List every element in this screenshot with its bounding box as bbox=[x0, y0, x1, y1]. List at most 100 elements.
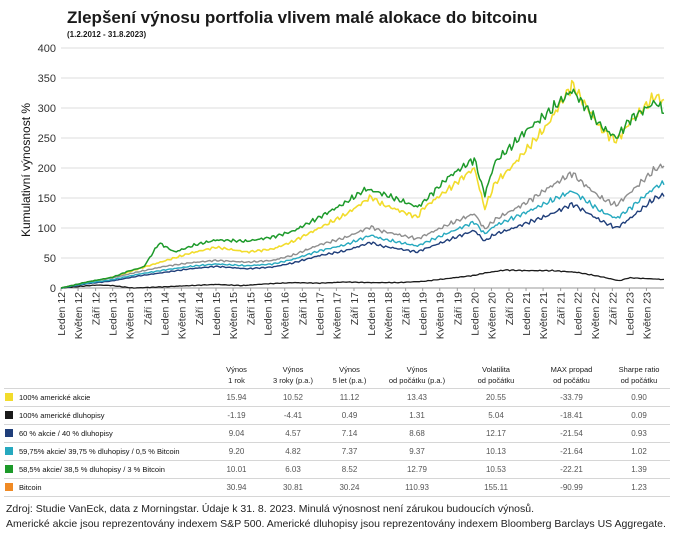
table-cell: 30.24 bbox=[322, 478, 377, 497]
column-header-line2: 1 rok bbox=[228, 376, 245, 385]
table-cell: 15.94 bbox=[209, 388, 264, 407]
table-cell: -33.79 bbox=[535, 388, 608, 407]
table-body: 100% americké akcie 15.94 10.52 11.12 13.43 2… bbox=[4, 388, 670, 497]
table-cell: 0.90 bbox=[608, 388, 670, 407]
column-header: Výnos 3 roky (p.a.) bbox=[264, 360, 322, 389]
table-cell: -18.41 bbox=[535, 406, 608, 425]
series-line-1 bbox=[60, 79, 665, 289]
table-cell: -4.41 bbox=[264, 406, 322, 425]
column-header: Výnos 5 let (p.a.) bbox=[322, 360, 377, 389]
x-tick-label: Leden 19 bbox=[418, 292, 430, 336]
x-tick-label: Září 20 bbox=[504, 292, 516, 325]
x-tick-label: Leden 17 bbox=[314, 292, 326, 336]
y-axis-label: Kumulativní výnosnost % bbox=[19, 103, 33, 237]
series-lines bbox=[60, 79, 665, 289]
x-tick-label: Září 17 bbox=[349, 292, 361, 325]
table-cell: 8.52 bbox=[322, 460, 377, 479]
column-header-line1: MAX propad bbox=[550, 365, 593, 374]
row-label: 60 % akcie / 40 % dluhopisy bbox=[19, 429, 113, 438]
column-header-line2: 5 let (p.a.) bbox=[332, 376, 367, 385]
x-tick-label: Září 21 bbox=[556, 292, 568, 325]
table-cell: 0.09 bbox=[608, 406, 670, 425]
y-tick-label: 200 bbox=[38, 163, 56, 175]
line-chart: 0 50 100 150 200 250 300 350 400 Leden 12 Květen … bbox=[19, 43, 665, 339]
x-tick-label: Leden 12 bbox=[56, 292, 68, 336]
x-tick-label: Září 13 bbox=[142, 292, 154, 325]
column-header-line1: Výnos bbox=[339, 365, 360, 374]
table-cell: 9.04 bbox=[209, 424, 264, 443]
table-cell: 20.55 bbox=[457, 388, 535, 407]
table-cell: 8.68 bbox=[377, 424, 457, 443]
table-cell: 7.14 bbox=[322, 424, 377, 443]
x-tick-label: Květen 17 bbox=[331, 292, 343, 339]
table-cell: 9.37 bbox=[377, 442, 457, 461]
legend-swatch bbox=[5, 411, 13, 419]
x-tick-label: Květen 13 bbox=[125, 292, 137, 339]
legend-swatch bbox=[5, 393, 13, 401]
column-header: Sharpe ratio od počátku bbox=[608, 360, 670, 389]
table-cell: -22.21 bbox=[535, 460, 608, 479]
y-tick-label: 150 bbox=[38, 193, 56, 205]
footer-source: Zdroj: Studie VanEck, data z Morningstar… bbox=[6, 503, 535, 515]
x-tick-label: Září 14 bbox=[194, 292, 206, 325]
footer-note: Americké akcie jsou reprezentovány index… bbox=[6, 518, 666, 530]
column-header: Výnos 1 rok bbox=[209, 360, 264, 389]
column-header-line1: Výnos bbox=[282, 365, 304, 374]
table-row: 100% americké dluhopisy -1.19 -4.41 0.49 1.3… bbox=[4, 406, 670, 425]
column-header-line2: od počátku bbox=[477, 376, 515, 385]
legend-swatch bbox=[5, 429, 13, 437]
table-cell: 1.02 bbox=[608, 442, 670, 461]
table-cell: 9.20 bbox=[209, 442, 264, 461]
x-tick-label: Leden 23 bbox=[624, 292, 636, 336]
gridlines bbox=[61, 47, 664, 289]
column-header-line2: od počátku bbox=[620, 376, 658, 385]
x-axis-ticks: Leden 12 Květen 12 Září 12 Leden 13 Květen 1… bbox=[56, 288, 653, 339]
row-label: Bitcoin bbox=[19, 483, 42, 492]
x-tick-label: Září 22 bbox=[607, 292, 619, 325]
x-tick-label: Září 12 bbox=[91, 292, 103, 325]
legend-swatch bbox=[5, 447, 13, 455]
x-tick-label: Leden 21 bbox=[521, 292, 533, 336]
table-cell: 1.23 bbox=[608, 478, 670, 497]
column-header: Výnos od počátku (p.a.) bbox=[377, 360, 457, 389]
x-tick-label: Leden 22 bbox=[573, 292, 585, 336]
x-tick-label: Září 16 bbox=[297, 292, 309, 325]
x-tick-label: Leden 18 bbox=[366, 292, 378, 336]
series-line-5 bbox=[60, 163, 665, 289]
x-tick-label: Leden 16 bbox=[263, 292, 275, 336]
series-line-4 bbox=[60, 180, 665, 289]
x-tick-label: Leden 20 bbox=[469, 292, 481, 336]
table-cell: 10.53 bbox=[457, 460, 535, 479]
table-cell: 0.93 bbox=[608, 424, 670, 443]
table-cell: 1.39 bbox=[608, 460, 670, 479]
table-cell: 0.49 bbox=[322, 406, 377, 425]
x-tick-label: Květen 22 bbox=[590, 292, 602, 339]
x-tick-label: Květen 12 bbox=[73, 292, 85, 339]
stats-table: Výnos 1 rok Výnos 3 roky (p.a.) Výnos 5 let (… bbox=[4, 360, 670, 497]
x-tick-label: Leden 14 bbox=[159, 292, 171, 336]
table-cell: 10.13 bbox=[457, 442, 535, 461]
y-tick-label: 250 bbox=[38, 133, 56, 145]
row-label-cell: 58,5% akcie/ 38,5 % dluhopisy / 3 % Bitc… bbox=[4, 460, 209, 479]
table-row: 100% americké akcie 15.94 10.52 11.12 13.43 2… bbox=[4, 388, 670, 407]
y-axis-ticks: 0 50 100 150 200 250 300 350 400 bbox=[38, 43, 56, 295]
column-header-line1: Výnos bbox=[226, 365, 247, 374]
x-tick-label: Leden 13 bbox=[108, 292, 120, 336]
column-header: MAX propad od počátku bbox=[535, 360, 608, 389]
table-cell: 1.31 bbox=[377, 406, 457, 425]
chart-subtitle: (1.2.2012 - 31.8.2023) bbox=[67, 30, 147, 39]
row-label-cell: Bitcoin bbox=[4, 478, 209, 497]
table-cell: 4.82 bbox=[264, 442, 322, 461]
table-cell: 30.94 bbox=[209, 478, 264, 497]
x-tick-label: Květen 18 bbox=[383, 292, 395, 339]
x-tick-label: Září 18 bbox=[401, 292, 413, 325]
row-label: 59,75% akcie/ 39,75 % dluhopisy / 0,5 % … bbox=[19, 447, 180, 456]
table-cell: -1.19 bbox=[209, 406, 264, 425]
table-row: 60 % akcie / 40 % dluhopisy 9.04 4.57 7.14 8… bbox=[4, 424, 670, 443]
table-row: 58,5% akcie/ 38,5 % dluhopisy / 3 % Bitc… bbox=[4, 460, 670, 479]
table-cell: 11.12 bbox=[322, 388, 377, 407]
table-cell: 4.57 bbox=[264, 424, 322, 443]
row-label-cell: 60 % akcie / 40 % dluhopisy bbox=[4, 424, 209, 443]
x-tick-label: Květen 19 bbox=[435, 292, 447, 339]
table-cell: -21.54 bbox=[535, 424, 608, 443]
